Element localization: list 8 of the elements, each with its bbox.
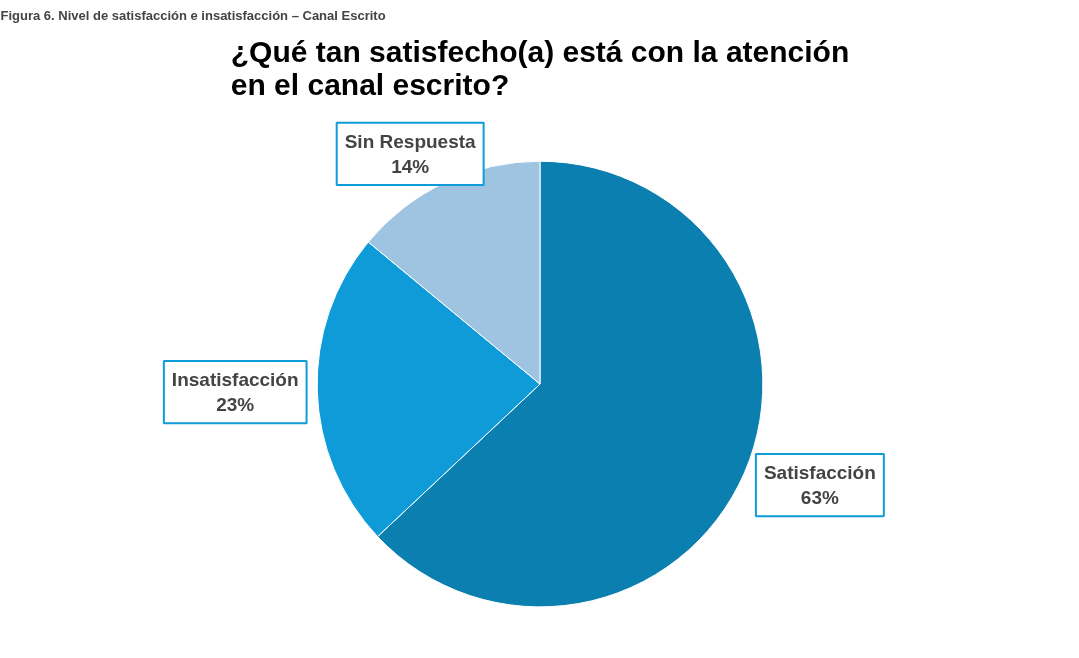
data-label: 23% (216, 394, 255, 416)
slice-label: Sin Respuesta (344, 130, 477, 152)
text: Figura 6. Nivel de satisfacción e insatisfacción – Canal Escrito (0, 7, 386, 23)
chart-title: ¿Qué tan satisfecho(a) está con la atención en el canal escrito? (230, 34, 850, 101)
slice-label: Insatisfacción (171, 368, 299, 390)
data-label: 63% (800, 487, 839, 509)
data-label: 14% (391, 156, 430, 178)
slice-label: Satisfacción (763, 461, 876, 483)
